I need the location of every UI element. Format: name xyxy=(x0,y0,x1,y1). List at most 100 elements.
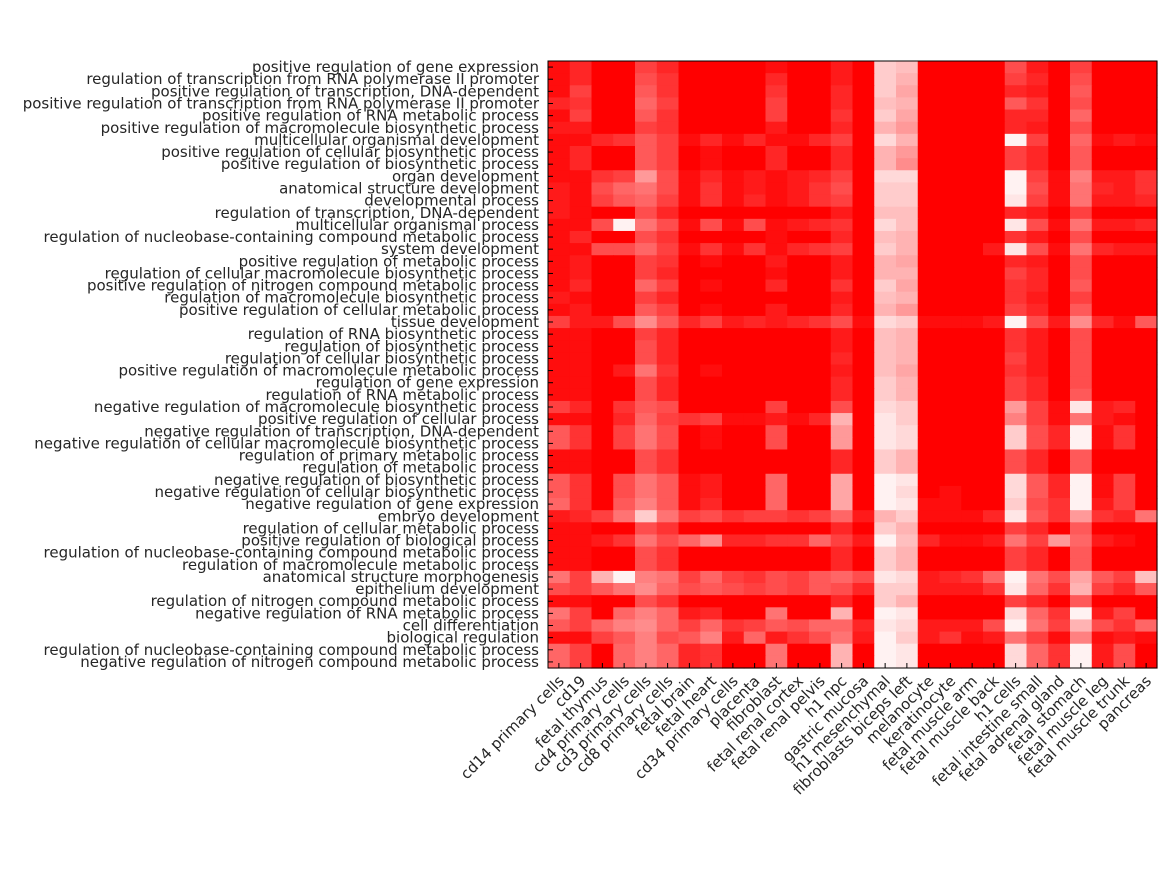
heatmap-cell xyxy=(569,376,593,390)
row-label: positive regulation of transcription, DN… xyxy=(151,82,539,100)
heatmap-cell xyxy=(917,388,941,402)
heatmap-cell xyxy=(635,388,658,402)
heatmap-cell xyxy=(569,534,593,548)
heatmap-cell xyxy=(830,133,854,147)
heatmap-cell xyxy=(743,340,767,353)
heatmap-cell xyxy=(983,85,1006,99)
heatmap-cell xyxy=(983,206,1006,220)
heatmap-cell xyxy=(1070,607,1093,621)
heatmap-cell xyxy=(961,437,984,451)
heatmap-cell xyxy=(939,643,962,657)
heatmap-cell xyxy=(896,400,919,414)
heatmap-cell xyxy=(809,315,832,329)
heatmap-cell xyxy=(830,376,854,390)
heatmap-cell xyxy=(678,583,701,596)
heatmap-cell xyxy=(787,303,810,317)
heatmap-cell xyxy=(569,315,593,329)
row-label: regulation of nucleobase-containing comp… xyxy=(44,228,540,246)
heatmap-cell xyxy=(656,558,680,572)
heatmap-cell xyxy=(896,534,919,548)
heatmap-cell xyxy=(1113,558,1136,572)
heatmap-cell xyxy=(961,534,984,548)
heatmap-cell xyxy=(635,473,658,487)
heatmap-cell xyxy=(613,85,636,99)
heatmap-cell xyxy=(787,388,810,402)
heatmap-cell xyxy=(874,255,897,268)
heatmap-cell xyxy=(896,315,919,329)
heatmap-cell xyxy=(830,182,854,196)
heatmap-cell xyxy=(635,194,658,208)
heatmap-cell xyxy=(591,510,614,523)
heatmap-cell xyxy=(961,546,984,560)
heatmap-cell xyxy=(722,643,745,657)
heatmap-cell xyxy=(548,388,571,402)
heatmap-cell xyxy=(852,364,875,378)
heatmap-cell xyxy=(591,425,614,438)
heatmap-cell xyxy=(1048,400,1071,414)
heatmap-cell xyxy=(569,425,593,438)
heatmap-cell xyxy=(1004,449,1028,463)
heatmap-cell xyxy=(569,364,593,378)
heatmap-cell xyxy=(635,498,658,511)
heatmap-cell xyxy=(787,243,810,256)
heatmap-cell xyxy=(743,388,767,402)
heatmap-cell xyxy=(569,570,593,584)
heatmap-cell xyxy=(678,498,701,511)
heatmap-cell xyxy=(961,631,984,645)
heatmap-cell xyxy=(1091,230,1115,244)
heatmap-cell xyxy=(1091,619,1115,633)
heatmap-cell xyxy=(939,583,962,596)
heatmap-cell xyxy=(1070,291,1093,305)
heatmap-cell xyxy=(700,473,723,487)
heatmap-cell xyxy=(1135,485,1158,499)
heatmap-cell xyxy=(765,267,788,281)
heatmap-cell xyxy=(765,255,788,268)
row-label: system development xyxy=(381,240,539,258)
heatmap-cell xyxy=(1004,218,1028,232)
heatmap-cell xyxy=(548,558,571,572)
heatmap-cell xyxy=(765,400,788,414)
heatmap-cell xyxy=(765,595,788,608)
heatmap-cell xyxy=(743,230,767,244)
heatmap-cell xyxy=(1113,109,1136,123)
heatmap-cell xyxy=(678,170,701,183)
heatmap-cell xyxy=(809,182,832,196)
heatmap-cell xyxy=(656,400,680,414)
heatmap-cell xyxy=(656,85,680,99)
heatmap-cell xyxy=(613,619,636,633)
heatmap-cell xyxy=(983,243,1006,256)
heatmap-cell xyxy=(1070,485,1093,499)
heatmap-cell xyxy=(939,437,962,451)
heatmap-cell xyxy=(765,243,788,256)
heatmap-cell xyxy=(548,85,571,99)
heatmap-cell xyxy=(961,255,984,268)
heatmap-cell xyxy=(743,364,767,378)
heatmap-cell xyxy=(896,364,919,378)
heatmap-cell xyxy=(1048,291,1071,305)
heatmap-cell xyxy=(1048,473,1071,487)
heatmap-cell xyxy=(1004,485,1028,499)
heatmap-cell xyxy=(678,182,701,196)
heatmap-cell xyxy=(939,218,962,232)
heatmap-cell xyxy=(635,170,658,183)
heatmap-cell xyxy=(1091,291,1115,305)
heatmap-cell xyxy=(765,364,788,378)
heatmap-cell xyxy=(548,425,571,438)
heatmap-cell xyxy=(548,279,571,293)
heatmap-cell xyxy=(809,255,832,268)
heatmap-cell xyxy=(678,267,701,281)
heatmap-cell xyxy=(700,279,723,293)
heatmap-cell xyxy=(939,109,962,123)
heatmap-cell xyxy=(678,437,701,451)
heatmap-cell xyxy=(656,607,680,621)
heatmap-cell xyxy=(917,340,941,353)
heatmap-cell xyxy=(830,510,854,523)
heatmap-cell xyxy=(830,498,854,511)
heatmap-cell xyxy=(983,121,1006,135)
heatmap-cell xyxy=(896,194,919,208)
heatmap-cell xyxy=(1091,182,1115,196)
heatmap-cell xyxy=(1026,498,1049,511)
heatmap-cell xyxy=(961,145,984,159)
heatmap-cell xyxy=(939,194,962,208)
heatmap-cell xyxy=(635,243,658,256)
